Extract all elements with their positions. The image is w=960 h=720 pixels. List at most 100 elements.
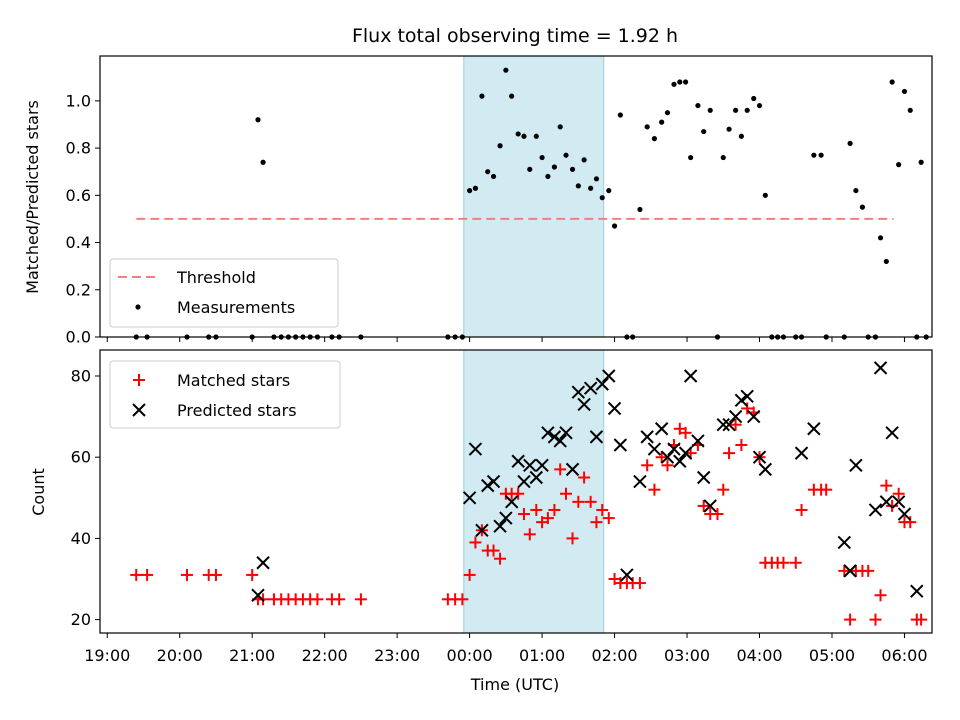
- x-tick-label: 03:00: [664, 646, 710, 665]
- matched-star-point: [820, 483, 833, 496]
- chart-title: Flux total observing time = 1.92 h: [352, 25, 678, 47]
- matched-star-point: [530, 503, 543, 516]
- predicted-star-point: [660, 450, 675, 464]
- measurement-point: [847, 140, 853, 146]
- legend-measurements-swatch: [135, 304, 141, 310]
- legend-threshold-label: Threshold: [176, 268, 256, 287]
- x-tick-label: 04:00: [736, 646, 782, 665]
- count-axes-frame: [99, 349, 933, 634]
- x-tick-label: 22:00: [302, 646, 348, 665]
- predicted-star-point: [535, 458, 549, 473]
- matched-star-point: [246, 568, 259, 581]
- matched-star-point: [209, 568, 222, 581]
- legend-predicted-swatch: [132, 403, 146, 417]
- observing-window-span: [463, 55, 605, 338]
- predicted-star-point: [807, 422, 821, 436]
- matched-star-point: [463, 568, 476, 581]
- predicted-star-point: [571, 385, 586, 399]
- matched-star-point: [584, 495, 597, 508]
- matched-star-point: [648, 483, 661, 496]
- matched-star-point: [469, 536, 482, 549]
- measurement-points: [133, 67, 929, 340]
- matched-star-point: [560, 487, 573, 500]
- measurement-point: [509, 93, 515, 99]
- predicted-star-point: [553, 434, 567, 448]
- measurement-point: [581, 157, 587, 163]
- matched-star-point: [655, 451, 668, 464]
- matched-star-point: [874, 589, 887, 602]
- predicted-star-point: [462, 491, 477, 505]
- predicted-star-point: [256, 556, 270, 570]
- predicted-star-point: [559, 426, 573, 440]
- matched-star-point: [697, 499, 710, 512]
- matched-star-point: [795, 503, 808, 516]
- ratio-y-tick-label: 0.6: [66, 186, 91, 205]
- predicted-stars-points: [251, 361, 924, 602]
- legend-matched-swatch: [133, 374, 145, 386]
- matched-star-point: [523, 528, 536, 541]
- predicted-star-point: [747, 409, 761, 424]
- predicted-star-point: [583, 381, 598, 395]
- matched-star-point: [633, 577, 646, 590]
- ratio-y-tick-label: 0.4: [66, 233, 91, 252]
- predicted-star-point: [728, 409, 743, 424]
- measurement-point: [551, 164, 558, 170]
- ratio-y-tick-label: 0.0: [66, 328, 91, 347]
- measurement-point: [593, 176, 600, 182]
- measurement-point: [588, 185, 594, 191]
- matched-star-point: [456, 593, 469, 606]
- measurement-point: [889, 79, 895, 85]
- predicted-star-point: [691, 434, 705, 448]
- predicted-star-point: [734, 393, 749, 408]
- measurement-point: [853, 187, 859, 194]
- measurement-point: [539, 154, 545, 161]
- matched-star-point: [141, 568, 154, 581]
- matched-star-point: [904, 516, 917, 529]
- predicted-star-point: [673, 454, 687, 468]
- predicted-star-point: [589, 430, 604, 444]
- matched-star-point: [777, 556, 790, 569]
- predicted-star-point: [843, 564, 857, 578]
- measurement-point: [918, 159, 924, 165]
- ratio-x-ticks: [106, 337, 905, 342]
- matched-star-point: [354, 593, 367, 606]
- predicted-star-point: [565, 462, 580, 477]
- matched-star-point: [729, 418, 742, 431]
- predicted-star-point: [493, 519, 507, 533]
- matched-star-point: [892, 487, 905, 500]
- measurement-point: [751, 95, 757, 102]
- predicted-star-point: [547, 430, 562, 444]
- ratio-y-tick-label: 1.0: [66, 91, 91, 110]
- predicted-star-point: [541, 426, 555, 440]
- predicted-star-point: [511, 454, 525, 468]
- predicted-star-point: [697, 470, 711, 485]
- measurement-point: [606, 187, 612, 194]
- predicted-star-point: [475, 523, 489, 537]
- measurement-point: [611, 223, 618, 229]
- matched-star-point: [717, 483, 730, 496]
- measurement-point: [467, 187, 473, 194]
- ratio-axes-frame: [99, 55, 933, 338]
- count-y-tick-label: 60: [71, 448, 91, 467]
- ratio-y-ticks: 0.0 0.2 0.4 0.6 0.8 1.0: [66, 91, 100, 347]
- predicted-star-point: [607, 401, 622, 416]
- predicted-star-point: [517, 474, 531, 489]
- predicted-star-point: [251, 588, 265, 602]
- predicted-star-point: [647, 442, 662, 456]
- measurement-point: [726, 126, 732, 132]
- measurement-point: [490, 173, 497, 180]
- measurement-point: [671, 81, 677, 87]
- predicted-star-point: [529, 470, 543, 485]
- predicted-star-point: [499, 511, 513, 525]
- measurement-point: [644, 124, 650, 130]
- matched-star-point: [741, 402, 754, 415]
- measurement-point: [901, 88, 908, 95]
- measurement-point: [677, 79, 683, 85]
- predicted-star-point: [602, 369, 616, 383]
- matched-star-point: [679, 426, 692, 439]
- matched-star-point: [869, 613, 882, 626]
- predicted-star-point: [752, 450, 767, 464]
- matched-star-point: [180, 568, 193, 581]
- measurement-point: [479, 93, 485, 99]
- matched-star-point: [548, 503, 561, 516]
